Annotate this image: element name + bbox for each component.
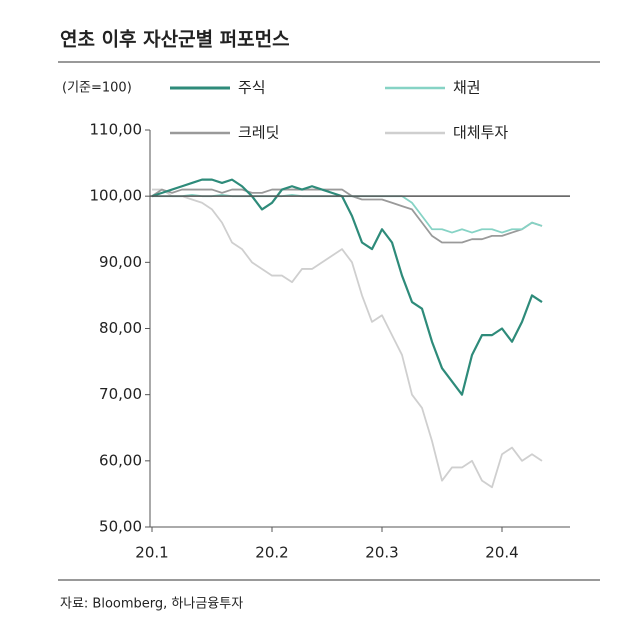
y-tick-label: 70,00 [99,385,142,403]
legend-label: 주식 [238,79,266,97]
y-tick-label: 90,00 [99,253,142,271]
source: 자료: Bloomberg, 하나금융투자 [60,597,243,612]
unit-note: (기준=100) [62,81,132,96]
x-tick-label: 20.4 [485,544,518,562]
legend-label: 대체투자 [453,124,508,142]
series-line [151,188,543,244]
legend-label: 채권 [453,79,481,97]
x-tick-label: 20.1 [135,544,168,562]
x-tick-label: 20.3 [365,544,398,562]
y-tick-label: 60,00 [99,451,142,469]
chart-title: 연초 이후 자산군별 퍼포먼스 [60,29,290,51]
y-tick-label: 100,00 [90,187,143,205]
x-tick-label: 20.2 [255,544,288,562]
y-tick-label: 110,00 [90,121,143,139]
series-line [152,193,543,234]
legend-label: 크레딧 [238,124,279,142]
series-line [151,178,543,396]
y-tick-label: 80,00 [99,319,142,337]
series-line [152,188,543,489]
y-tick-label: 50,00 [99,518,142,536]
